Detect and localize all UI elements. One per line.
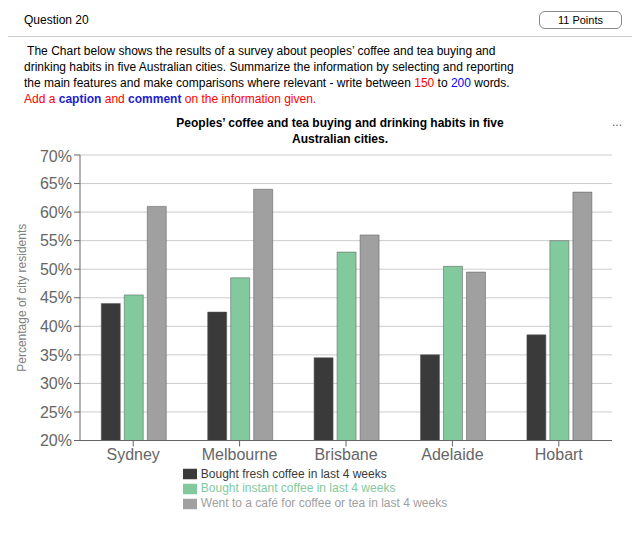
svg-text:50%: 50% <box>40 261 72 278</box>
svg-text:Percentage of city residents: Percentage of city residents <box>15 224 29 372</box>
html-text:11 Points: 11 Points <box>557 14 603 26</box>
svg-text:40%: 40% <box>40 318 72 335</box>
html-text:Question 20: Question 20 <box>24 13 89 27</box>
svg-text:20%: 20% <box>40 432 72 449</box>
html-text:Bought fresh coffee in last 4: Bought fresh coffee in last 4 weeks <box>200 466 387 481</box>
svg-text:Hobart: Hobart <box>535 446 584 463</box>
html-text:Australian cities.: Australian cities. <box>292 132 388 146</box>
svg-text:60%: 60% <box>40 204 72 221</box>
svg-text:55%: 55% <box>40 232 72 249</box>
svg-text:Adelaide: Adelaide <box>421 446 483 463</box>
html-text:drinking habits in five Austra: drinking habits in five Australian citie… <box>24 60 514 74</box>
html-text:the main features and make com: the main features and make comparisons w… <box>24 76 510 90</box>
svg-text:Melbourne: Melbourne <box>202 446 278 463</box>
svg-text:Sydney: Sydney <box>107 446 160 463</box>
html-text:Add a caption and comment on t: Add a caption and comment on the informa… <box>24 92 317 106</box>
svg-text:70%: 70% <box>40 148 72 165</box>
svg-text:Brisbane: Brisbane <box>314 446 377 463</box>
svg-text:35%: 35% <box>40 347 72 364</box>
svg-text:45%: 45% <box>40 289 72 306</box>
html-text:Peoples’ coffee and tea buying: Peoples’ coffee and tea buying and drink… <box>176 116 504 130</box>
svg-text:30%: 30% <box>40 375 72 392</box>
svg-text:25%: 25% <box>40 404 72 421</box>
html-text:Went to a café for coffee or t: Went to a café for coffee or tea in last… <box>200 496 448 511</box>
html-text:The Chart below shows the resu: The Chart below shows the results of a s… <box>24 44 496 58</box>
html-text:Bought instant coffee in last: Bought instant coffee in last 4 weeks <box>200 481 396 496</box>
svg-text:65%: 65% <box>40 175 72 192</box>
